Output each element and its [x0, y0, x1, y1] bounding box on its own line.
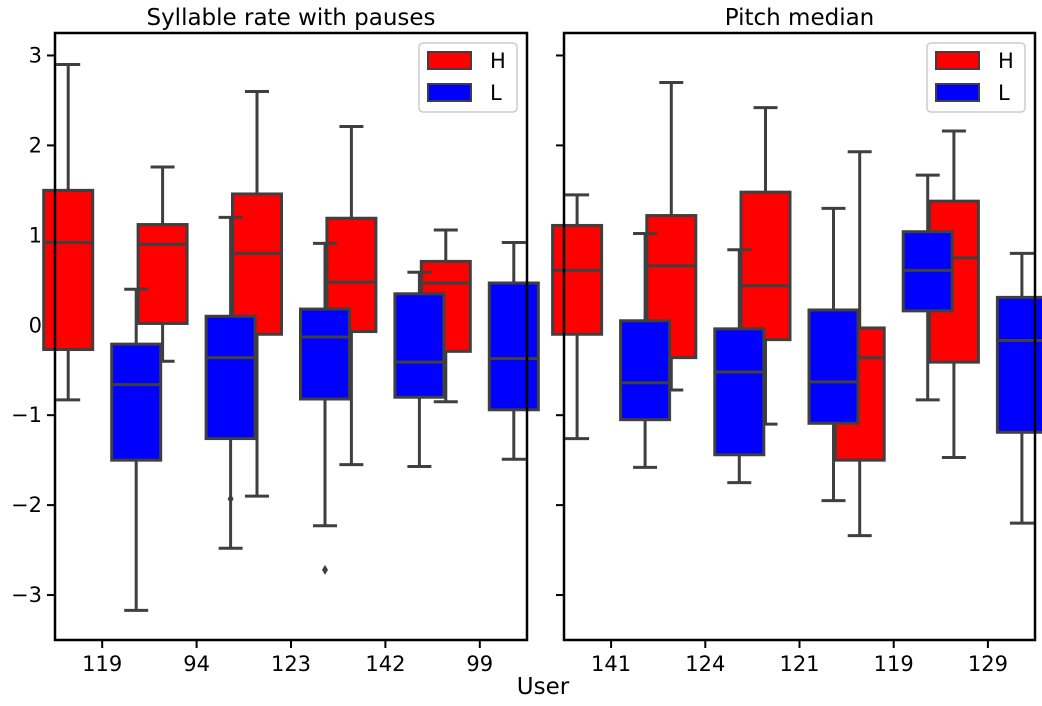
chart-title: Pitch median [725, 5, 875, 31]
legend: HL [926, 42, 1026, 113]
box-body [204, 314, 257, 441]
box-body [739, 190, 792, 342]
x-tick-label: 119 [874, 652, 914, 676]
box-H-94 [136, 165, 189, 363]
y-tick-label: −2 [11, 493, 42, 517]
x-tick-label: 99 [466, 652, 493, 676]
box-body [713, 327, 766, 457]
box-L-99 [487, 241, 540, 461]
axes-frame [562, 31, 1037, 642]
box-body [110, 342, 163, 462]
outlier-point [322, 564, 328, 575]
box-H-142 [325, 125, 378, 467]
x-tick-label: 141 [591, 652, 631, 676]
x-tick-label: 142 [365, 652, 405, 676]
box-L-119 [110, 287, 163, 612]
chart-title: Syllable rate with pauses [146, 5, 435, 31]
legend-swatch-H [427, 51, 472, 70]
legend-swatch-L [935, 83, 980, 102]
box-L-142 [393, 270, 446, 468]
box-body [487, 281, 540, 412]
legend: HL [418, 42, 518, 113]
x-tick-label: 94 [183, 652, 210, 676]
legend-swatch-L [427, 83, 472, 102]
box-body [299, 307, 351, 401]
legend-swatch-H [935, 51, 980, 70]
box-body [551, 223, 604, 336]
x-tick-label: 124 [685, 652, 725, 676]
box-L-141 [619, 232, 672, 469]
x-tick-label: 119 [82, 652, 122, 676]
x-tick-label: 123 [271, 652, 311, 676]
box-H-121 [739, 106, 792, 426]
box-body [807, 308, 860, 425]
legend-label-H: H [998, 49, 1014, 73]
legend-label-H: H [490, 49, 506, 73]
axes-frame [53, 31, 529, 642]
box-H-141 [551, 193, 604, 441]
box-L-124 [713, 248, 766, 485]
y-tick-label: 0 [29, 313, 42, 337]
box-L-123 [299, 241, 351, 575]
box-body [393, 292, 446, 399]
box-body [231, 192, 283, 336]
legend-label-L: L [490, 81, 502, 105]
box-body [136, 223, 189, 325]
box-H-119 [42, 62, 95, 402]
x-tick-label: 129 [968, 652, 1008, 676]
box-L-121 [807, 206, 860, 503]
box-body [42, 188, 95, 352]
y-tick-label: 3 [29, 43, 42, 67]
box-L-119 [901, 173, 954, 402]
x-tick-label: 121 [779, 652, 819, 676]
box-L-94 [204, 215, 257, 550]
y-tick-label: 2 [29, 133, 42, 157]
x-axis-label: User [517, 674, 570, 700]
y-tick-label: −1 [11, 403, 42, 427]
legend-label-L: L [998, 81, 1010, 105]
y-tick-label: −3 [11, 583, 42, 607]
y-tick-label: 1 [29, 223, 42, 247]
box-body [619, 319, 672, 422]
chart-panel-2: Pitch median 141 124 121 119 129 HL [551, 5, 1042, 676]
outlier-point [227, 493, 234, 504]
